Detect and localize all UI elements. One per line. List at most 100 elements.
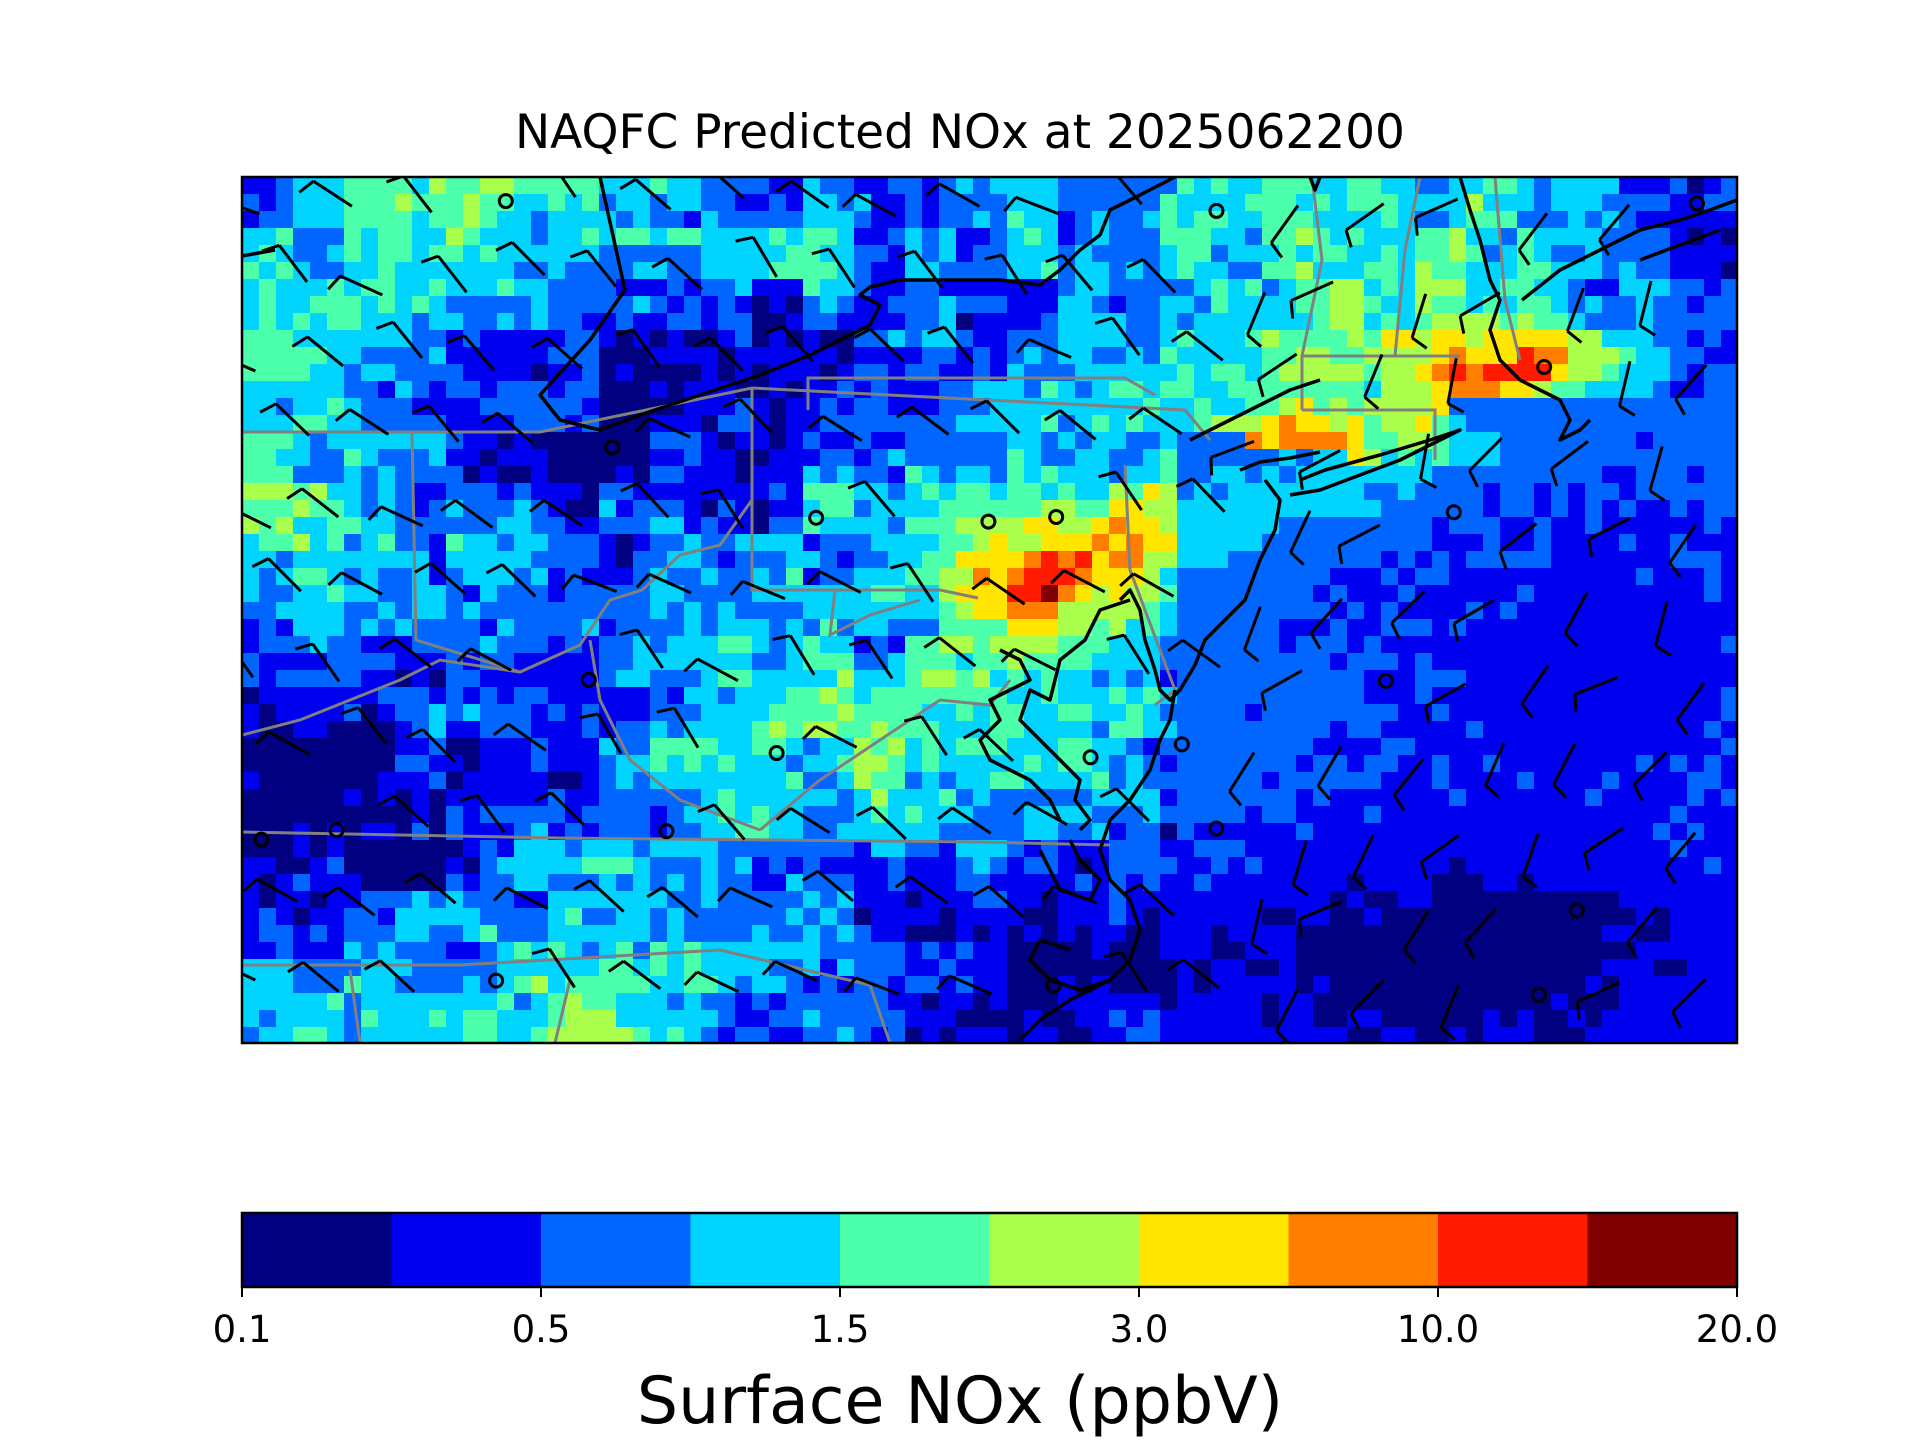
grid-cell [1381,279,1399,297]
grid-cell [1568,194,1586,212]
grid-cell [786,925,804,943]
wind-barb [306,335,345,368]
grid-cell [548,483,566,501]
wind-barb [348,408,390,436]
grid-cell [1704,568,1722,586]
grid-cell [446,1010,464,1028]
grid-cell [1211,704,1229,722]
grid-cell [1109,296,1127,314]
grid-cell [1449,908,1467,926]
grid-cell [446,704,464,722]
grid-cell [1602,534,1620,552]
grid-cell [1245,840,1263,858]
grid-cell [1024,755,1042,773]
grid-cell [1398,330,1416,348]
calm-wind-circle [1045,977,1062,994]
grid-cell [1721,925,1737,943]
grid-cell [837,823,855,841]
grid-cell [548,925,566,943]
grid-cell [1415,704,1433,722]
grid-cell [531,500,549,518]
grid-cell [1500,755,1518,773]
grid-cell [854,823,872,841]
grid-cell [1517,959,1535,977]
grid-cell [1381,534,1399,552]
state-border [410,431,754,674]
grid-cell [242,347,260,365]
grid-cell [463,806,481,824]
grid-cell [1483,857,1501,875]
grid-cell [1551,789,1569,807]
grid-cell [259,925,277,943]
grid-cell [650,330,668,348]
grid-cell [276,534,294,552]
grid-cell [599,891,617,909]
grid-cell [1449,483,1467,501]
grid-cell [1636,228,1654,246]
grid-cell [854,908,872,926]
grid-cell [718,585,736,603]
grid-cell [1381,568,1399,586]
grid-cell [429,279,447,297]
grid-cell [463,959,481,977]
grid-cell [769,602,787,620]
grid-cell [1721,585,1737,603]
grid-cell [888,330,906,348]
grid-cell [939,874,957,892]
grid-cell [990,228,1008,246]
grid-cell [1058,602,1076,620]
grid-cell [1670,806,1688,824]
grid-cell [769,857,787,875]
wind-barb [1351,834,1375,878]
grid-cell [1007,925,1025,943]
wind-barb [379,959,416,993]
grid-cell [429,330,447,348]
grid-cell [1568,279,1586,297]
grid-cell [1517,228,1535,246]
grid-cell [1619,840,1637,858]
grid-cell [905,738,923,756]
grid-cell [1007,500,1025,518]
grid-cell [327,483,345,501]
grid-cell [412,279,430,297]
grid-cell [497,500,515,518]
grid-cell [1364,772,1382,790]
grid-cell [1517,1010,1535,1028]
grid-cell [1177,1027,1195,1043]
grid-cell [752,466,770,484]
grid-cell [1432,568,1450,586]
grid-cell [1211,517,1229,535]
state-border [348,969,362,1043]
grid-cell [1687,177,1705,195]
grid-cell [1517,891,1535,909]
grid-cell [939,330,957,348]
grid-cell [378,925,396,943]
grid-cell [1296,636,1314,654]
grid-cell [803,534,821,552]
grid-cell [684,228,702,246]
grid-cell [1313,670,1331,688]
colorbar-segment [242,1213,392,1287]
grid-cell [310,789,328,807]
grid-cell [854,517,872,535]
grid-cell [242,636,260,654]
grid-cell [378,364,396,382]
grid-cell [1619,177,1637,195]
grid-cell [1041,551,1059,569]
grid-cell [1211,976,1229,994]
grid-cell [752,806,770,824]
grid-cell [1534,551,1552,569]
grid-cell [888,653,906,671]
grid-cell [599,636,617,654]
grid-cell [1194,211,1212,229]
grid-cell [1398,364,1416,382]
grid-cell [1449,296,1467,314]
grid-cell [854,1027,872,1043]
wind-barb-flag [853,327,871,339]
grid-cell [1160,466,1178,484]
wind-barb [1059,409,1097,441]
grid-cell [1432,602,1450,620]
grid-cell [752,551,770,569]
grid-cell [497,1027,515,1043]
grid-cell [463,534,481,552]
